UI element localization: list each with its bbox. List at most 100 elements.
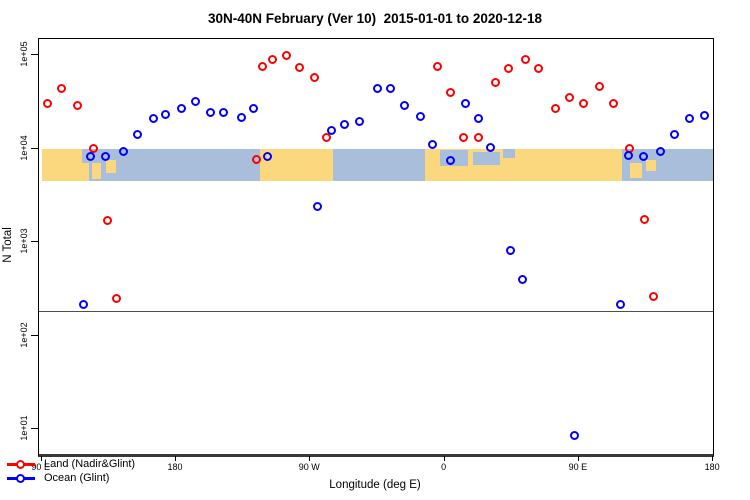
- data-point-ocean: [340, 120, 350, 130]
- y-tick-label: 1e+02: [19, 321, 29, 348]
- data-point-ocean: [569, 430, 579, 440]
- x-tick-label: 0: [441, 462, 447, 472]
- data-point-ocean: [699, 111, 709, 121]
- data-point-ocean: [101, 152, 111, 162]
- x-tick-mark: [309, 456, 311, 461]
- data-point-ocean: [149, 113, 159, 123]
- data-point-land: [295, 62, 305, 72]
- data-point-land: [504, 64, 514, 74]
- x-tick-mark: [712, 456, 714, 461]
- map-band-land: [41, 148, 90, 181]
- data-point-ocean: [78, 299, 88, 309]
- data-point-land: [474, 133, 484, 143]
- data-point-land: [608, 99, 618, 109]
- legend-marker-icon: [7, 459, 35, 469]
- y-tick-label: 1e+05: [19, 41, 29, 67]
- y-tick-label: 1e+04: [19, 134, 29, 161]
- data-point-ocean: [656, 146, 666, 156]
- data-point-ocean: [486, 142, 496, 152]
- map-band-ocean: [89, 148, 260, 181]
- x-tick-label: 90 W: [298, 462, 320, 472]
- data-point-land: [565, 93, 575, 103]
- x-tick-mark: [175, 456, 176, 461]
- x-tick-mark: [443, 456, 445, 461]
- data-point-ocean: [190, 96, 200, 106]
- x-tick-label: 90 E: [31, 462, 50, 472]
- data-point-land: [640, 214, 650, 224]
- x-tick-label: 180: [704, 462, 720, 472]
- data-point-ocean: [638, 151, 648, 161]
- legend-label: Ocean (Glint): [44, 472, 110, 484]
- data-point-ocean: [86, 151, 96, 161]
- data-point-land: [281, 50, 291, 60]
- y-tick-mark: [31, 241, 38, 242]
- data-point-ocean: [399, 100, 409, 110]
- data-point-land: [520, 55, 530, 65]
- data-point-land: [102, 215, 112, 225]
- data-point-ocean: [132, 130, 142, 140]
- data-point-land: [649, 292, 658, 302]
- data-point-ocean: [669, 130, 679, 140]
- y-tick-mark: [31, 147, 38, 149]
- data-point-ocean: [505, 245, 515, 255]
- data-point-land: [89, 144, 99, 153]
- legend-item-land: Land (Nadir&Glint): [7, 457, 135, 471]
- y-tick-mark: [31, 428, 38, 429]
- data-point-land: [446, 87, 456, 97]
- x-tick-label: 90 E: [568, 462, 588, 472]
- map-band-patch-land: [92, 163, 102, 180]
- data-point-land: [268, 55, 278, 65]
- data-point-ocean: [262, 151, 272, 161]
- data-point-land: [56, 83, 66, 93]
- y-tick-label: 1e+01: [19, 415, 29, 441]
- data-point-ocean: [446, 156, 456, 166]
- data-point-land: [459, 133, 469, 143]
- data-point-ocean: [205, 107, 215, 117]
- x-axis-title: Longitude (deg E): [329, 479, 421, 491]
- map-band-patch-land: [646, 159, 657, 172]
- data-point-ocean: [460, 99, 470, 109]
- data-point-land: [43, 99, 53, 109]
- legend: Land (Nadir&Glint) Ocean (Glint): [7, 457, 135, 485]
- data-point-land: [258, 61, 268, 71]
- map-band-ocean: [332, 148, 426, 181]
- data-point-ocean: [355, 116, 365, 126]
- map-band-patch-land: [629, 163, 642, 178]
- data-point-ocean: [119, 146, 129, 156]
- data-point-ocean: [177, 103, 187, 113]
- data-point-ocean: [161, 110, 171, 120]
- legend-marker-icon: [7, 473, 35, 483]
- data-point-ocean: [684, 113, 694, 123]
- x-tick-mark: [577, 456, 579, 461]
- data-point-land: [111, 293, 121, 303]
- data-point-ocean: [219, 108, 229, 118]
- data-point-ocean: [249, 103, 259, 113]
- data-point-ocean: [474, 113, 484, 123]
- data-point-land: [534, 63, 544, 73]
- x-tick-label: 180: [167, 462, 183, 472]
- data-point-land: [490, 77, 500, 87]
- legend-label: Land (Nadir&Glint): [44, 458, 136, 470]
- y-tick-mark: [31, 334, 38, 336]
- data-point-ocean: [616, 299, 626, 309]
- data-point-land: [578, 99, 588, 109]
- data-point-ocean: [517, 274, 527, 284]
- map-band-land: [259, 148, 333, 181]
- map-band-patch-land: [105, 159, 117, 173]
- y-axis-title: N Total: [2, 227, 14, 263]
- data-point-land: [322, 133, 332, 143]
- map-band-patch-ocean: [472, 151, 500, 165]
- data-point-ocean: [326, 126, 336, 136]
- y-tick-label: 1e+03: [19, 228, 29, 254]
- y-tick-mark: [31, 54, 38, 55]
- data-point-ocean: [313, 201, 323, 211]
- data-point-land: [550, 103, 560, 113]
- data-point-land: [252, 154, 262, 164]
- data-point-ocean: [386, 83, 396, 93]
- data-point-ocean: [428, 140, 438, 150]
- threshold-line: [39, 310, 713, 312]
- data-point-ocean: [372, 83, 382, 93]
- x-tick-mark: [40, 456, 42, 461]
- legend-item-ocean: Ocean (Glint): [7, 471, 135, 485]
